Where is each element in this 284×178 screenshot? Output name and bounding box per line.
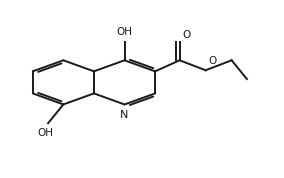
Text: O: O <box>183 30 191 40</box>
Text: OH: OH <box>116 27 133 37</box>
Text: OH: OH <box>37 128 53 138</box>
Text: O: O <box>208 56 217 66</box>
Text: N: N <box>120 110 129 120</box>
